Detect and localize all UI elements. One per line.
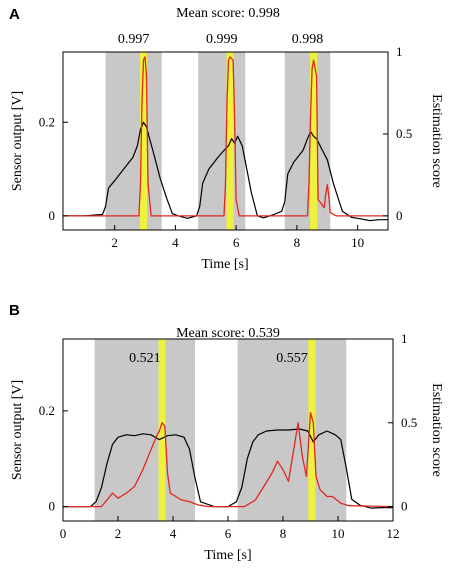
x-tick-label: 6 — [233, 235, 240, 250]
segment-score-label: 0.557 — [276, 351, 308, 366]
highlight-bar — [310, 52, 318, 230]
y-right-tick-label: 0 — [401, 499, 408, 514]
x-axis-label: Time [s] — [201, 257, 248, 272]
sensor-output-line — [63, 428, 393, 509]
x-axis-label: Time [s] — [204, 548, 251, 563]
segment-band — [198, 52, 246, 230]
highlight-bar — [308, 339, 316, 521]
chart-title: Mean score: 0.539 — [176, 326, 280, 341]
estimation-score-line — [63, 412, 394, 508]
y-right-tick-label: 0.5 — [396, 126, 412, 141]
x-tick-label: 8 — [294, 235, 301, 250]
segment-score-label: 0.998 — [292, 32, 324, 47]
x-tick-label: 12 — [387, 526, 400, 541]
estimation-score-line — [63, 56, 388, 217]
sensor-output-line — [63, 121, 388, 222]
plot-frame — [62, 51, 389, 231]
x-tick-label: 4 — [172, 235, 179, 250]
y-right-tick-label: 0.5 — [401, 415, 417, 430]
y-axis-label: Sensor output [V] — [10, 91, 25, 191]
y-tick-label: 0 — [49, 208, 56, 223]
panel-letter: B — [9, 302, 20, 319]
panel-letter: A — [9, 6, 20, 23]
segment-score-label: 0.521 — [129, 351, 161, 366]
y-right-tick-label: 0 — [396, 208, 403, 223]
x-tick-label: 4 — [170, 526, 177, 541]
x-tick-label: 2 — [111, 235, 118, 250]
segment-band — [94, 339, 195, 521]
chart-title: Mean score: 0.998 — [176, 6, 280, 21]
y-right-tick-label: 1 — [396, 44, 403, 59]
segment-score-label: 0.997 — [118, 32, 150, 47]
x-tick-label: 10 — [351, 235, 364, 250]
x-tick-label: 2 — [115, 526, 122, 541]
x-tick-label: 6 — [225, 526, 232, 541]
y-tick-label: 0.2 — [39, 114, 55, 129]
x-tick-label: 0 — [60, 526, 67, 541]
segment-band — [284, 52, 331, 230]
y-tick-label: 0.2 — [39, 403, 55, 418]
segment-band — [105, 52, 162, 230]
y-right-tick-label: 1 — [401, 331, 408, 346]
highlight-bar — [139, 52, 147, 230]
highlight-bar — [158, 339, 166, 521]
y-tick-label: 0 — [49, 499, 56, 514]
y-axis-label: Sensor output [V] — [10, 380, 25, 480]
x-tick-label: 10 — [332, 526, 345, 541]
x-tick-label: 8 — [280, 526, 287, 541]
segment-score-label: 0.999 — [206, 32, 238, 47]
y-right-axis-label: Estimation score — [429, 94, 444, 188]
y-right-axis-label: Estimation score — [429, 383, 444, 477]
